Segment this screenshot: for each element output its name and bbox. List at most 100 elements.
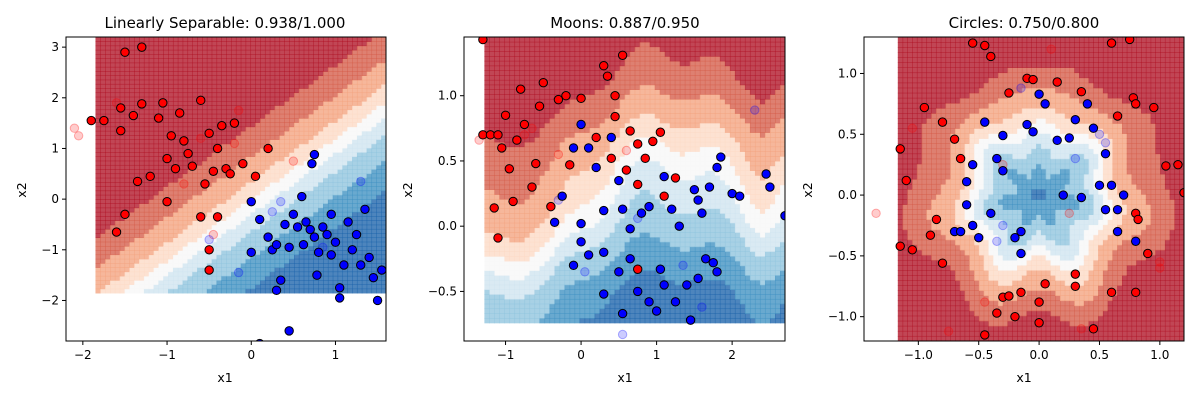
contour-cell [245, 216, 252, 221]
contour-cell [564, 270, 571, 276]
contour-cell [554, 65, 561, 71]
contour-cell [539, 179, 546, 186]
contour-cell [504, 56, 511, 62]
contour-cell [197, 135, 203, 140]
contour-cell [124, 224, 130, 230]
contour-cell [539, 208, 546, 214]
contour-cell [260, 258, 266, 264]
contour-cell [499, 75, 506, 81]
contour-cell [163, 164, 169, 170]
contour-cell [211, 199, 218, 204]
contour-cell [269, 199, 276, 204]
contour-cell [356, 220, 363, 226]
x-tick-label: 1 [332, 348, 340, 362]
contour-cell [158, 267, 164, 273]
contour-cell [347, 79, 353, 85]
contour-cell [544, 37, 551, 43]
contour-cell [110, 126, 116, 132]
contour-cell [298, 203, 305, 209]
contour-cell [529, 141, 536, 148]
contour-cell [168, 122, 174, 128]
contour-cell [323, 241, 329, 247]
contour-cell [226, 211, 232, 217]
contour-cell [294, 152, 300, 158]
contour-cell [163, 245, 169, 251]
contour-cell [148, 237, 155, 243]
contour-cell [168, 258, 174, 264]
contour-cell [95, 245, 101, 251]
contour-cell [544, 260, 551, 267]
contour-cell [264, 190, 271, 196]
contour-cell [519, 60, 526, 67]
contour-cell [371, 194, 377, 200]
contour-cell [226, 181, 232, 187]
contour-cell [539, 303, 546, 310]
contour-cell [342, 250, 348, 256]
contour-cell [549, 94, 556, 100]
contour-cell [569, 60, 576, 67]
contour-cell [303, 79, 310, 85]
contour-cell [177, 156, 184, 162]
contour-cell [110, 177, 116, 183]
contour-cell [129, 164, 135, 170]
contour-cell [172, 71, 179, 76]
contour-cell [216, 263, 222, 268]
contour-cell [119, 100, 126, 106]
contour-cell [381, 220, 386, 226]
contour-cell [177, 224, 184, 230]
contour-cell [524, 108, 531, 114]
contour-cell [504, 275, 511, 281]
contour-cell [318, 88, 324, 94]
contour-cell [221, 135, 227, 140]
contour-cell [308, 216, 314, 221]
train-point-blue [377, 265, 386, 275]
contour-cell [279, 66, 285, 72]
contour-cell [337, 173, 344, 179]
contour-cell [361, 109, 368, 115]
contour-cell [187, 263, 193, 268]
contour-cell [366, 135, 373, 140]
contour-cell [110, 37, 116, 42]
contour-cell [129, 228, 135, 234]
contour-cell [153, 280, 160, 285]
contour-cell [105, 79, 111, 85]
contour-cell [269, 143, 276, 149]
contour-cell [366, 199, 373, 204]
contour-cell [539, 275, 546, 281]
contour-cell [221, 139, 227, 145]
contour-cell [356, 284, 363, 290]
contour-cell [134, 203, 140, 209]
y-tick-label: 1 [51, 141, 59, 155]
contour-cell [366, 203, 373, 209]
contour-cell [274, 254, 281, 260]
contour-cell [255, 66, 261, 72]
contour-cell [245, 267, 252, 273]
contour-cell [148, 66, 155, 72]
contour-cell [235, 177, 242, 183]
contour-cell [168, 66, 174, 72]
contour-cell [294, 66, 300, 72]
contour-cell [554, 260, 561, 267]
contour-cell [226, 267, 232, 273]
contour-cell [119, 177, 126, 183]
contour-cell [245, 237, 252, 243]
contour-cell [260, 280, 266, 285]
contour-cell [105, 92, 111, 98]
contour-cell [371, 181, 377, 187]
contour-cell [129, 241, 135, 247]
contour-cell [284, 105, 290, 111]
contour-cell [182, 241, 189, 247]
contour-cell [124, 41, 130, 47]
contour-cell [269, 147, 276, 153]
contour-cell [110, 186, 116, 192]
contour-cell [264, 181, 271, 187]
contour-cell [129, 190, 135, 196]
contour-cell [124, 263, 130, 268]
contour-cell [308, 71, 314, 76]
contour-cell [250, 169, 256, 175]
contour-cell [119, 75, 126, 81]
contour-cell [158, 173, 164, 179]
contour-cell [376, 37, 382, 42]
contour-cell [579, 294, 586, 300]
contour-cell [139, 62, 145, 68]
